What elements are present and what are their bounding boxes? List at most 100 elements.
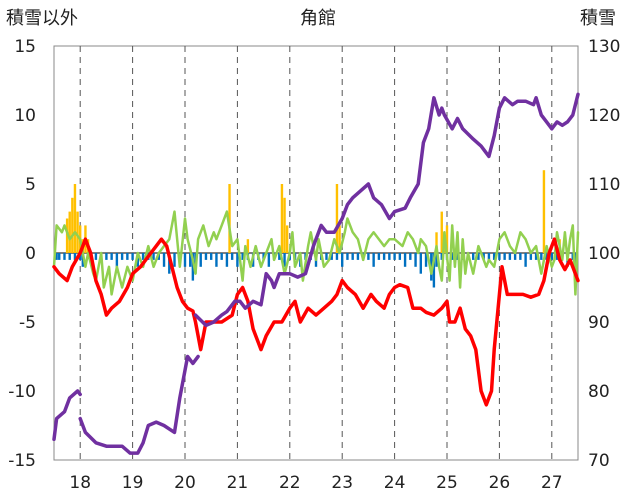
x-tick-label: 23 xyxy=(331,473,353,493)
snow_change-bar xyxy=(513,253,517,260)
snow_change-bar xyxy=(398,253,402,260)
snow_depth-line xyxy=(193,92,580,328)
snow_change-bar xyxy=(503,253,506,260)
left-tick-label: -5 xyxy=(19,313,36,333)
snow_change-bar xyxy=(372,253,375,267)
snow_change-bar xyxy=(110,253,113,260)
left-tick-label: -10 xyxy=(8,382,36,402)
precip-bar xyxy=(542,170,546,253)
snow_change-bar xyxy=(191,253,195,281)
precip-bar xyxy=(76,211,79,253)
snow_change-bar xyxy=(241,253,244,260)
precip-bar xyxy=(445,225,449,253)
snow_change-bar xyxy=(267,253,271,267)
left-tick-label: 15 xyxy=(14,37,36,57)
snow_change-bar xyxy=(346,253,349,260)
snow_change-bar xyxy=(388,253,391,260)
precip-bar xyxy=(285,225,289,253)
snow_depth-line xyxy=(78,354,200,455)
right-tick-label: 70 xyxy=(588,451,610,471)
right-tick-label: 110 xyxy=(588,175,620,195)
snow_change-bar xyxy=(73,253,77,260)
snow_change-bar xyxy=(529,253,533,260)
precip-bar xyxy=(246,239,250,253)
snow_change-bar xyxy=(414,253,417,267)
snow_change-bar xyxy=(215,253,218,267)
snow_change-bar xyxy=(199,253,202,267)
snow_change-bar xyxy=(419,253,422,274)
left-tick-label: -15 xyxy=(8,451,36,471)
snow_change-bar xyxy=(409,253,412,260)
snow_change-bar xyxy=(325,253,328,260)
chart-title: 角館 xyxy=(300,8,336,29)
precip-bar xyxy=(228,184,231,253)
snow_change-bar xyxy=(440,253,443,260)
snow_change-bar xyxy=(534,253,538,260)
snow_change-bar xyxy=(183,253,187,267)
snow_change-bar xyxy=(173,253,176,267)
snow_change-bar xyxy=(220,253,223,260)
snow_change-bar xyxy=(120,253,124,260)
snow_change-bar xyxy=(105,253,108,260)
snow_change-bar xyxy=(403,253,407,267)
snow_change-bar xyxy=(94,253,98,260)
snow_change-bar xyxy=(430,253,433,281)
x-tick-label: 20 xyxy=(174,473,196,493)
right-tick-label: 120 xyxy=(588,106,620,126)
left-axis-label: 積雪以外 xyxy=(6,8,78,29)
right-tick-label: 80 xyxy=(588,382,610,402)
precip-bar xyxy=(68,211,71,253)
x-tick-label: 24 xyxy=(384,473,406,493)
snow_change-bar xyxy=(335,253,339,260)
snow_change-bar xyxy=(477,253,480,260)
snow_change-bar xyxy=(152,253,155,260)
snow_change-bar xyxy=(210,253,213,260)
precip-bar xyxy=(73,184,77,253)
snow_change-bar xyxy=(283,253,286,267)
left-tick-label: 5 xyxy=(25,175,36,195)
x-tick-label: 25 xyxy=(436,473,458,493)
x-tick-label: 22 xyxy=(279,473,301,493)
x-tick-label: 19 xyxy=(122,473,144,493)
snow_change-bar xyxy=(136,253,140,267)
snow_change-bar xyxy=(393,253,396,260)
wind-line xyxy=(52,210,580,296)
snow_change-bar xyxy=(230,253,234,260)
x-tick-label: 18 xyxy=(69,473,91,493)
snow_change-bar xyxy=(435,253,438,267)
precip-bar xyxy=(338,225,341,253)
snow_change-bar xyxy=(574,253,577,267)
snow_change-bar xyxy=(472,253,475,260)
snow_change-bar xyxy=(377,253,381,260)
snow_change-bar xyxy=(236,253,239,267)
snow_change-bar xyxy=(524,253,527,267)
right-tick-label: 130 xyxy=(588,37,620,57)
precip-bar xyxy=(280,184,284,253)
right-tick-label: 100 xyxy=(588,244,620,264)
precip-bar xyxy=(435,232,438,253)
right-tick-label: 90 xyxy=(588,313,610,333)
snow_change-bar xyxy=(382,253,386,260)
lines xyxy=(52,92,580,455)
x-tick-label: 26 xyxy=(489,473,511,493)
snow_change-bar xyxy=(115,253,119,267)
snow_change-bar xyxy=(508,253,512,260)
snow_change-bar xyxy=(126,253,129,260)
left-tick-label: 0 xyxy=(25,244,36,264)
right-axis-label: 積雪 xyxy=(580,8,616,29)
snow_change-bar xyxy=(225,253,229,267)
temperature-line xyxy=(52,237,580,407)
snow_change-bar xyxy=(81,253,85,267)
snow_change-bar xyxy=(63,253,66,260)
snow_change-bar xyxy=(351,253,354,260)
snow_change-bar xyxy=(367,253,370,260)
snow_depth-line xyxy=(52,389,82,442)
precip-bar xyxy=(71,197,74,253)
snow_change-bar xyxy=(330,253,333,260)
snow_change-bar xyxy=(540,253,543,260)
snow_change-bar xyxy=(141,253,145,260)
snow_change-bar xyxy=(356,253,360,260)
snow_change-bar xyxy=(162,253,166,267)
x-tick-label: 27 xyxy=(541,473,563,493)
